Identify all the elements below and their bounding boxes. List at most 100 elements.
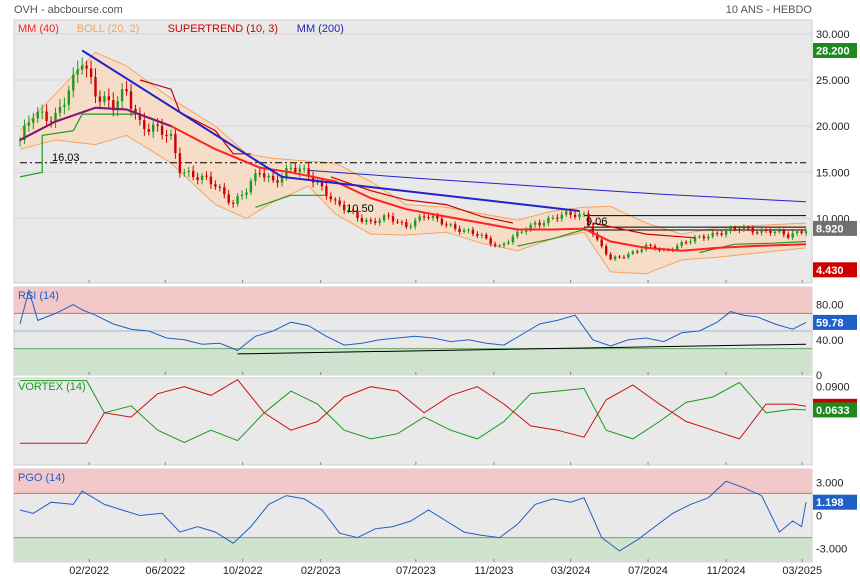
candle-body: [81, 65, 84, 70]
vortex-badge-1: 0.0633: [813, 402, 857, 418]
candle-body: [54, 112, 57, 122]
candle-body: [41, 111, 44, 113]
candle-body: [538, 222, 541, 226]
mm200-line: [308, 169, 807, 203]
candle: [347, 207, 350, 214]
candle: [138, 107, 142, 126]
candle-body: [174, 133, 177, 154]
candle: [369, 217, 372, 225]
candle: [382, 213, 386, 223]
candle-body: [209, 176, 213, 185]
candle-body: [165, 134, 168, 137]
candle: [596, 231, 599, 242]
candle-body: [445, 224, 448, 226]
candle: [631, 250, 634, 255]
candle: [778, 228, 781, 234]
candle: [720, 230, 723, 237]
candle-body: [245, 192, 248, 195]
rsi-plot: [14, 287, 812, 375]
candle-body: [600, 239, 603, 247]
candle: [174, 127, 177, 159]
price-badge-1: 8.920: [813, 220, 857, 236]
candle-body: [529, 224, 532, 231]
rsi-badge-0-bg: [813, 314, 857, 330]
candle-body: [387, 215, 390, 217]
candle: [560, 211, 563, 222]
candle: [462, 227, 466, 234]
candle-body: [98, 96, 102, 102]
candle: [245, 188, 248, 199]
candle: [254, 169, 257, 186]
candle: [94, 68, 97, 104]
candle: [81, 57, 84, 75]
candle-body: [382, 215, 386, 221]
rsi-series-0: [19, 288, 807, 351]
candle-body: [485, 234, 488, 239]
candle: [280, 172, 284, 187]
price-badge-1-label: 8.920: [816, 223, 844, 235]
candle: [707, 233, 710, 241]
candle: [400, 220, 404, 226]
candle: [565, 209, 568, 218]
candle: [263, 168, 266, 182]
candle: [41, 104, 44, 120]
candle-body: [542, 223, 546, 226]
candle-body: [702, 236, 706, 239]
candle-body: [347, 210, 350, 212]
candle: [267, 173, 270, 183]
xtick-label-8: 11/2024: [707, 565, 746, 577]
candle: [627, 251, 630, 260]
price-ytick-label: 30.000: [816, 29, 850, 41]
candle-body: [622, 257, 626, 259]
candle-body: [178, 153, 182, 174]
rsi-ytick-label: 0: [816, 370, 822, 382]
candle-body: [738, 229, 741, 231]
candle: [494, 241, 497, 248]
candle: [551, 215, 555, 220]
rsi-oversold-zone: [14, 348, 812, 375]
candle: [36, 107, 39, 123]
candle-body: [311, 176, 315, 183]
candle-body: [480, 234, 483, 236]
candle-body: [693, 237, 697, 242]
candle-body: [89, 68, 93, 77]
candle: [591, 222, 594, 237]
candle-body: [236, 196, 239, 204]
candle-body: [343, 204, 346, 211]
candle-body: [351, 210, 355, 212]
xtick-label-1: 06/2022: [145, 565, 185, 577]
candle-body: [582, 213, 586, 215]
candle: [343, 200, 346, 214]
candle: [374, 217, 377, 226]
candle: [356, 207, 359, 222]
price-badge-2-bg: [813, 262, 857, 278]
candle-body: [458, 228, 461, 232]
candle: [489, 235, 492, 247]
candle-body: [409, 226, 412, 228]
candle-body: [325, 186, 328, 197]
pgo-ytick-label: -3.000: [816, 544, 847, 556]
candle-body: [289, 167, 293, 169]
vortex-plot: [20, 379, 807, 444]
candle-body: [267, 175, 270, 178]
candle-body: [449, 224, 452, 226]
candle-body: [724, 231, 728, 235]
candle: [511, 234, 515, 245]
candle-body: [787, 234, 790, 238]
candle-body: [103, 96, 106, 102]
candle-body: [689, 241, 692, 243]
pgo-series-0: [19, 480, 807, 552]
candle-body: [240, 194, 244, 197]
candle: [338, 196, 341, 207]
candle: [311, 171, 315, 188]
vortex-ytick-label: 0.0900: [816, 382, 850, 394]
candle: [573, 211, 577, 220]
candle: [72, 67, 75, 98]
candle-body: [214, 184, 217, 187]
candle: [769, 228, 772, 236]
price-legend: MM (40) BOLL (20, 2) SUPERTREND (10, 3) MM …: [18, 23, 344, 35]
candle: [733, 225, 737, 232]
supertrend-segment-1: [139, 79, 251, 155]
supertrend-segment-5: [592, 222, 696, 239]
